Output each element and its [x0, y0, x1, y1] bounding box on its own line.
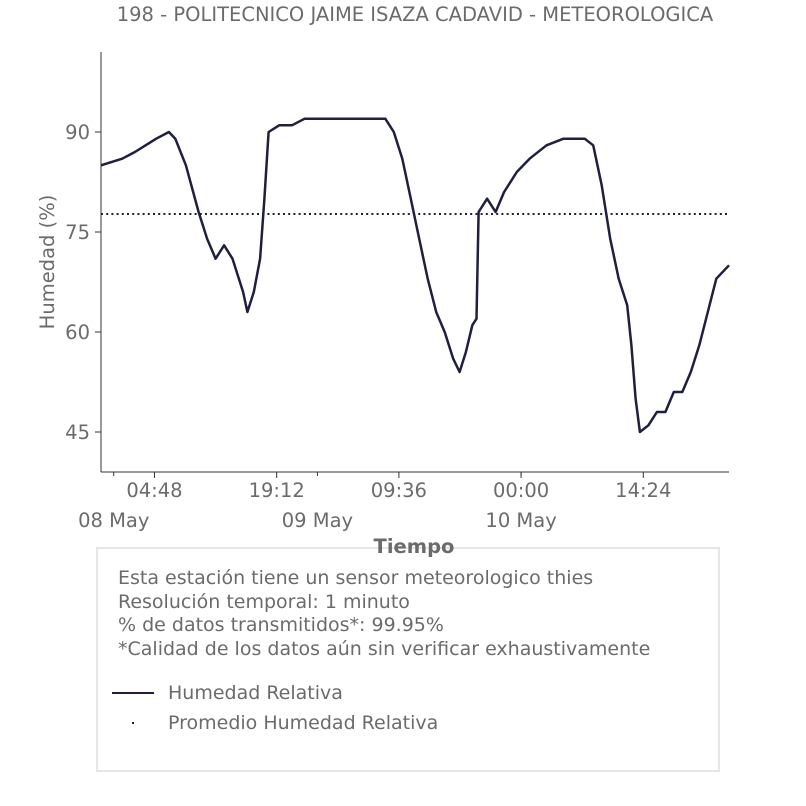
- x-tick-label: 14:24: [615, 479, 671, 502]
- y-axis-ticks: 45 60 75 90: [65, 121, 101, 444]
- info-line-sensor: Esta estación tiene un sensor meteorolog…: [118, 567, 594, 589]
- chart-title: 198 - POLITECNICO JAIME ISAZA CADAVID - …: [117, 3, 714, 26]
- info-box: Esta estación tiene un sensor meteorolog…: [96, 547, 720, 772]
- legend-item-average: Promedio Humedad Relativa: [110, 711, 438, 735]
- legend-label-average: Promedio Humedad Relativa: [168, 712, 439, 734]
- y-tick-label: 75: [65, 221, 90, 244]
- x-axis-ticks: 04:48 19:12 09:36 00:00 14:24 08 May 09 May 10 …: [78, 472, 671, 532]
- legend-solid-line-swatch: [110, 683, 156, 703]
- legend-label-humidity: Humedad Relativa: [168, 682, 343, 704]
- station-info: Esta estación tiene un sensor meteorolog…: [118, 567, 650, 661]
- x-tick-label: 19:12: [249, 479, 305, 502]
- x-tick-label: 09:36: [371, 479, 427, 502]
- x-date-label: 09 May: [282, 509, 353, 532]
- info-line-resolution: Resolución temporal: 1 minuto: [118, 590, 410, 613]
- legend-dotted-swatch: [110, 713, 156, 733]
- y-axis-label: Humedad (%): [36, 195, 59, 330]
- info-line-transmitted: % de datos transmitidos*: 99.95%: [118, 614, 444, 636]
- y-tick-label: 45: [65, 421, 90, 444]
- legend-item-humidity: Humedad Relativa: [110, 681, 343, 705]
- x-date-label: 10 May: [485, 509, 556, 532]
- humidity-series-line: [100, 117, 730, 434]
- x-tick-label: 00:00: [493, 479, 549, 502]
- x-tick-label: 04:48: [126, 479, 182, 502]
- y-tick-label: 60: [65, 321, 90, 344]
- y-tick-label: 90: [65, 121, 90, 144]
- x-date-label: 08 May: [78, 509, 149, 532]
- info-line-quality: *Calidad de los datos aún sin verificar …: [118, 637, 651, 660]
